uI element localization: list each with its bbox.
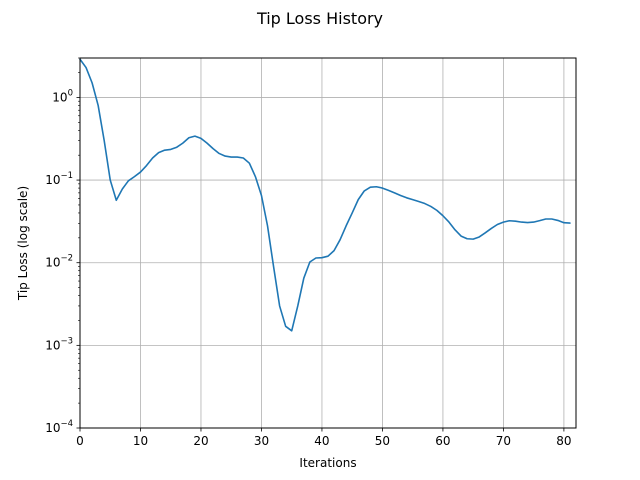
y-tick-label-base: 10 <box>45 338 60 352</box>
y-tick-label-base: 10 <box>45 256 60 270</box>
chart-title: Tip Loss History <box>256 9 383 28</box>
x-tick-label: 70 <box>496 434 511 448</box>
y-tick-label-exponent: −2 <box>60 254 73 264</box>
x-tick-label: 30 <box>254 434 269 448</box>
series-layer <box>79 58 571 332</box>
x-tick-label: 60 <box>435 434 450 448</box>
y-tick-label: 10−3 <box>45 336 73 352</box>
y-tick-label-exponent: −1 <box>60 171 73 181</box>
y-tick-label-exponent: −3 <box>60 336 73 346</box>
y-axis-label: Tip Loss (log scale) <box>16 186 30 301</box>
y-tick-label-base: 10 <box>52 90 67 104</box>
y-tick-label: 10−4 <box>45 419 73 435</box>
x-tick-label: 50 <box>375 434 390 448</box>
x-tick-label: 0 <box>76 434 84 448</box>
x-axis-ticks: 0 10 20 30 40 50 60 70 80 <box>76 428 572 448</box>
x-tick-label: 10 <box>133 434 148 448</box>
plot-frame <box>79 57 577 429</box>
x-axis-label: Iterations <box>299 456 356 470</box>
y-tick-label-exponent: −4 <box>60 419 73 429</box>
y-tick-label-base: 10 <box>45 173 60 187</box>
x-tick-label: 20 <box>193 434 208 448</box>
y-tick-label-base: 10 <box>45 421 60 435</box>
grid <box>79 58 576 429</box>
x-tick-label: 80 <box>556 434 571 448</box>
y-tick-label: 10−1 <box>45 171 73 187</box>
x-tick-label: 40 <box>314 434 329 448</box>
series-line <box>79 58 571 332</box>
y-tick-label-exponent: 0 <box>68 88 73 98</box>
y-tick-label: 100 <box>52 88 73 104</box>
y-tick-label: 10−2 <box>45 254 73 270</box>
